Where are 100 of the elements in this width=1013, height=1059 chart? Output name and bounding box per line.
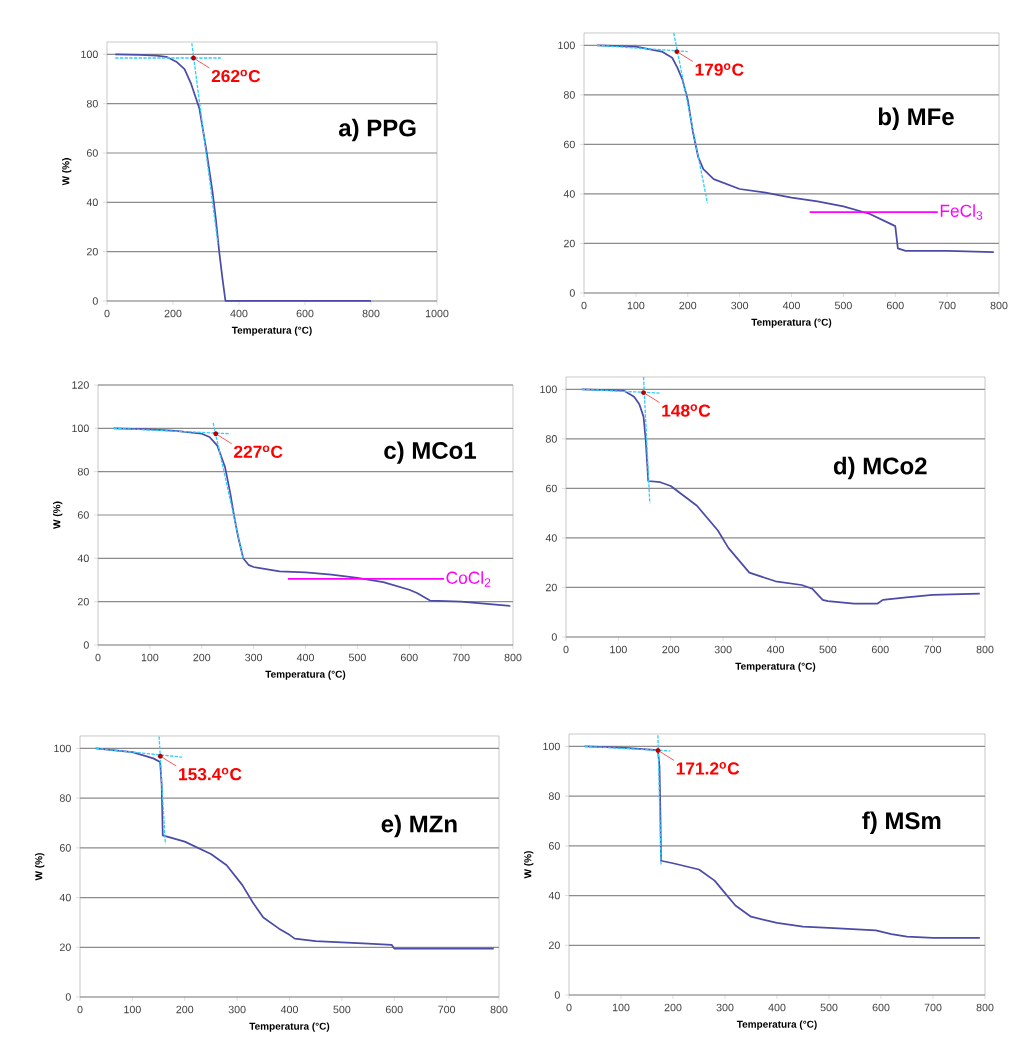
y-tick-label: 80 — [545, 435, 557, 443]
x-axis-title: Temperatura (°C) — [265, 670, 346, 680]
y-axis-title: W (%) — [524, 851, 534, 879]
y-tick-label: 100 — [72, 424, 89, 433]
x-tick-label: 100 — [612, 1003, 630, 1012]
x-tick-label: 800 — [990, 301, 1008, 310]
y-tick-label: 20 — [548, 941, 560, 950]
y-tick-label: 40 — [548, 891, 560, 900]
y-tick-label: 20 — [59, 943, 71, 952]
y-tick-label: 60 — [563, 140, 575, 149]
x-tick-label: 400 — [768, 1003, 786, 1012]
series-label: CoCl$_{2}$ — [446, 571, 491, 587]
x-tick-label: 200 — [164, 309, 182, 318]
x-tick-label: 200 — [679, 301, 697, 310]
x-tick-label: 500 — [333, 1005, 351, 1014]
x-axis-title: Temperatura (°C) — [736, 1020, 817, 1030]
y-tick-label: 80 — [77, 467, 89, 476]
x-tick-label: 400 — [766, 645, 784, 654]
x-tick-label: 200 — [176, 1005, 194, 1014]
y-tick-label: 20 — [545, 583, 557, 592]
y-tick-label: 60 — [548, 842, 560, 850]
y-tick-label: 100 — [81, 50, 98, 59]
y-tick-label: 40 — [86, 198, 98, 207]
x-tick-label: 800 — [362, 309, 380, 318]
line-series — [112, 427, 512, 607]
y-tick-label: 20 — [563, 239, 575, 248]
y-tick-label: 100 — [54, 744, 71, 753]
x-tick-label: 100 — [610, 645, 627, 654]
y-tick-label: 40 — [563, 190, 575, 198]
y-tick-label: 0 — [554, 991, 560, 999]
x-tick-label: 500 — [834, 301, 852, 310]
x-tick-label: 600 — [871, 645, 889, 654]
y-tick-label: 60 — [545, 484, 557, 493]
y-axis-title: W (%) — [62, 158, 72, 186]
y-tick-label: 60 — [86, 149, 98, 157]
x-tick-label: 700 — [452, 653, 470, 662]
x-tick-label: 800 — [976, 1003, 994, 1012]
x-tick-label: 600 — [400, 653, 418, 662]
y-tick-label: 40 — [77, 554, 89, 563]
y-tick-label: 120 — [72, 381, 89, 389]
x-tick-label: 700 — [438, 1005, 456, 1014]
text: a) PPG — [338, 118, 416, 142]
y-tick-label: 80 — [563, 91, 575, 99]
x-tick-label: 200 — [662, 645, 680, 654]
x-tick-label: 400 — [280, 1005, 298, 1014]
x-tick-label: 300 — [228, 1005, 246, 1014]
text: c) MCo1 — [384, 441, 476, 464]
y-tick-label: 80 — [548, 792, 560, 800]
y-tick-label: 40 — [545, 534, 557, 542]
annotation: 153.4$^{o}$C — [179, 767, 242, 781]
y-tick-label: 80 — [86, 99, 98, 108]
text: f) MSm — [862, 811, 941, 834]
annotation: 262$^{o}$C — [211, 69, 261, 83]
x-tick-label: 800 — [976, 645, 994, 654]
y-tick-label: 60 — [59, 844, 71, 852]
x-tick-label: 800 — [490, 1005, 508, 1014]
x-tick-label: 800 — [504, 653, 522, 662]
y-tick-label: 80 — [59, 794, 71, 802]
x-tick-label: 500 — [820, 1003, 838, 1012]
annotation: 148$^{o}$C — [662, 404, 711, 417]
x-tick-label: 500 — [348, 653, 366, 662]
x-tick-label: 600 — [385, 1005, 403, 1014]
x-tick-label: 600 — [886, 301, 904, 310]
x-tick-label: 400 — [296, 653, 314, 662]
y-axis-title: W (%) — [35, 853, 45, 881]
x-tick-label: 500 — [819, 645, 837, 654]
x-tick-label: 700 — [924, 645, 942, 654]
x-tick-label: 400 — [782, 301, 800, 310]
x-tick-label: 100 — [141, 653, 159, 662]
x-tick-label: 400 — [230, 309, 248, 318]
y-tick-label: 20 — [77, 597, 89, 606]
x-tick-label: 200 — [193, 653, 211, 662]
y-axis-title: W (%) — [53, 501, 63, 529]
x-tick-label: 1000 — [425, 309, 449, 318]
x-tick-label: 700 — [924, 1003, 942, 1012]
x-tick-label: 0 — [104, 309, 110, 318]
y-tick-label: 40 — [59, 893, 71, 902]
y-tick-label: 100 — [558, 41, 575, 50]
y-tick-label: 0 — [569, 289, 575, 297]
series-label: FeCl$_{3}$ — [940, 204, 983, 220]
x-tick-label: 600 — [872, 1003, 890, 1012]
text: e) MZn — [381, 814, 457, 838]
y-tick-label: 60 — [77, 511, 89, 519]
y-tick-label: 100 — [540, 385, 557, 394]
x-tick-label: 200 — [664, 1003, 682, 1012]
text: b) MFe — [878, 107, 954, 130]
y-tick-label: 0 — [551, 633, 557, 641]
y-tick-label: 0 — [65, 993, 71, 1001]
x-axis-title: Temperatura (°C) — [249, 1022, 330, 1032]
y-tick-label: 100 — [543, 742, 560, 751]
x-tick-label: 100 — [627, 301, 645, 310]
x-tick-label: 100 — [124, 1005, 141, 1014]
x-axis-title: Temperatura (°C) — [735, 662, 816, 672]
x-tick-label: 600 — [296, 309, 314, 318]
x-tick-label: 300 — [714, 645, 732, 654]
x-tick-label: 700 — [938, 301, 956, 310]
annotation: 227$^{o}$C — [234, 445, 283, 458]
x-tick-label: 300 — [731, 301, 749, 310]
annotation: 179$^{o}$C — [695, 63, 744, 76]
x-tick-label: 300 — [245, 653, 263, 662]
